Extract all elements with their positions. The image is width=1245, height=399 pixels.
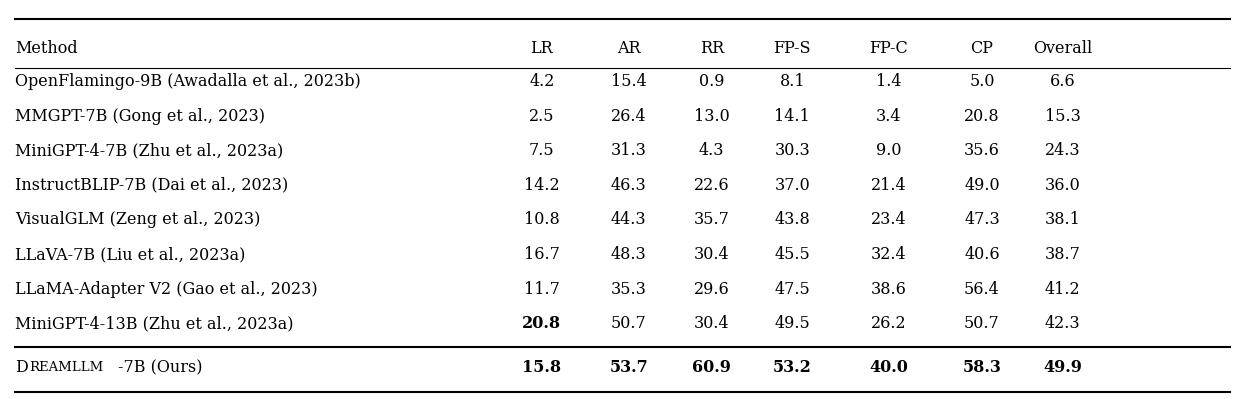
Text: 5.0: 5.0	[969, 73, 995, 90]
Text: AR: AR	[616, 40, 640, 57]
Text: Method: Method	[15, 40, 77, 57]
Text: 50.7: 50.7	[964, 315, 1000, 332]
Text: InstructBLIP-7B (Dai et al., 2023): InstructBLIP-7B (Dai et al., 2023)	[15, 177, 289, 194]
Text: 30.4: 30.4	[693, 315, 730, 332]
Text: MiniGPT-4-13B (Zhu et al., 2023a): MiniGPT-4-13B (Zhu et al., 2023a)	[15, 315, 294, 332]
Text: 22.6: 22.6	[693, 177, 730, 194]
Text: 47.5: 47.5	[774, 281, 810, 298]
Text: 53.2: 53.2	[773, 359, 812, 376]
Text: 10.8: 10.8	[524, 211, 560, 229]
Text: OpenFlamingo-9B (Awadalla et al., 2023b): OpenFlamingo-9B (Awadalla et al., 2023b)	[15, 73, 361, 90]
Text: VisualGLM (Zeng et al., 2023): VisualGLM (Zeng et al., 2023)	[15, 211, 260, 229]
Text: 14.1: 14.1	[774, 108, 810, 124]
Text: 1.4: 1.4	[876, 73, 901, 90]
Text: 60.9: 60.9	[692, 359, 731, 376]
Text: RR: RR	[700, 40, 723, 57]
Text: 9.0: 9.0	[876, 142, 901, 159]
Text: LR: LR	[530, 40, 553, 57]
Text: 23.4: 23.4	[872, 211, 906, 229]
Text: 8.1: 8.1	[779, 73, 806, 90]
Text: 11.7: 11.7	[524, 281, 560, 298]
Text: 24.3: 24.3	[1045, 142, 1081, 159]
Text: 50.7: 50.7	[611, 315, 646, 332]
Text: 21.4: 21.4	[872, 177, 906, 194]
Text: CP: CP	[970, 40, 994, 57]
Text: 47.3: 47.3	[964, 211, 1000, 229]
Text: 56.4: 56.4	[964, 281, 1000, 298]
Text: 2.5: 2.5	[529, 108, 555, 124]
Text: 37.0: 37.0	[774, 177, 810, 194]
Text: LLaVA-7B (Liu et al., 2023a): LLaVA-7B (Liu et al., 2023a)	[15, 246, 245, 263]
Text: REAMLLM: REAMLLM	[30, 361, 103, 374]
Text: 49.5: 49.5	[774, 315, 810, 332]
Text: 35.6: 35.6	[964, 142, 1000, 159]
Text: 29.6: 29.6	[693, 281, 730, 298]
Text: 26.4: 26.4	[611, 108, 646, 124]
Text: LLaMA-Adapter V2 (Gao et al., 2023): LLaMA-Adapter V2 (Gao et al., 2023)	[15, 281, 317, 298]
Text: 49.0: 49.0	[964, 177, 1000, 194]
Text: 40.0: 40.0	[869, 359, 909, 376]
Text: 14.2: 14.2	[524, 177, 560, 194]
Text: 0.9: 0.9	[698, 73, 725, 90]
Text: 15.3: 15.3	[1045, 108, 1081, 124]
Text: 3.4: 3.4	[876, 108, 901, 124]
Text: 15.8: 15.8	[523, 359, 561, 376]
Text: 16.7: 16.7	[524, 246, 560, 263]
Text: 38.7: 38.7	[1045, 246, 1081, 263]
Text: 20.8: 20.8	[964, 108, 1000, 124]
Text: 7.5: 7.5	[529, 142, 555, 159]
Text: 38.1: 38.1	[1045, 211, 1081, 229]
Text: 30.3: 30.3	[774, 142, 810, 159]
Text: 20.8: 20.8	[523, 315, 561, 332]
Text: 46.3: 46.3	[611, 177, 646, 194]
Text: D: D	[15, 359, 27, 376]
Text: MMGPT-7B (Gong et al., 2023): MMGPT-7B (Gong et al., 2023)	[15, 108, 265, 124]
Text: 43.8: 43.8	[774, 211, 810, 229]
Text: Overall: Overall	[1033, 40, 1092, 57]
Text: 41.2: 41.2	[1045, 281, 1081, 298]
Text: 48.3: 48.3	[611, 246, 646, 263]
Text: 35.7: 35.7	[693, 211, 730, 229]
Text: 38.6: 38.6	[872, 281, 906, 298]
Text: 31.3: 31.3	[611, 142, 646, 159]
Text: 15.4: 15.4	[611, 73, 646, 90]
Text: 26.2: 26.2	[872, 315, 906, 332]
Text: FP-S: FP-S	[773, 40, 810, 57]
Text: 6.6: 6.6	[1050, 73, 1076, 90]
Text: 45.5: 45.5	[774, 246, 810, 263]
Text: FP-C: FP-C	[869, 40, 909, 57]
Text: 4.3: 4.3	[698, 142, 725, 159]
Text: 58.3: 58.3	[962, 359, 1001, 376]
Text: 42.3: 42.3	[1045, 315, 1081, 332]
Text: 40.6: 40.6	[964, 246, 1000, 263]
Text: 53.7: 53.7	[609, 359, 649, 376]
Text: 49.9: 49.9	[1043, 359, 1082, 376]
Text: 36.0: 36.0	[1045, 177, 1081, 194]
Text: 32.4: 32.4	[872, 246, 906, 263]
Text: 4.2: 4.2	[529, 73, 554, 90]
Text: -7B (Ours): -7B (Ours)	[118, 359, 203, 376]
Text: MiniGPT-4-7B (Zhu et al., 2023a): MiniGPT-4-7B (Zhu et al., 2023a)	[15, 142, 284, 159]
Text: 13.0: 13.0	[693, 108, 730, 124]
Text: 44.3: 44.3	[611, 211, 646, 229]
Text: 35.3: 35.3	[611, 281, 646, 298]
Text: 30.4: 30.4	[693, 246, 730, 263]
